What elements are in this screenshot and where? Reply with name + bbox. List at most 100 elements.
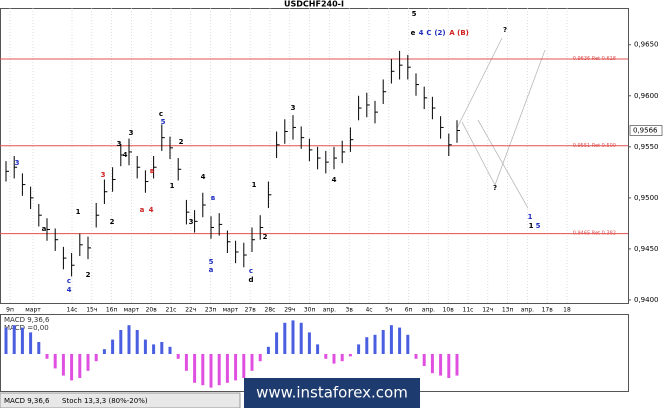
macd-bar: [86, 354, 90, 371]
macd-bar: [422, 354, 426, 366]
tab[interactable]: MACD 9,36,6: [4, 397, 50, 405]
wave-label: 1: [76, 208, 81, 216]
x-tick-label: 16п: [106, 307, 118, 314]
macd-bar: [439, 354, 443, 376]
last-price-box: [629, 125, 663, 136]
macd-bar: [127, 325, 131, 354]
macd-bar: [20, 327, 24, 354]
projection-lines: [456, 37, 546, 209]
wave-label: 4: [123, 151, 128, 159]
macd-bar: [135, 330, 139, 354]
wave-label: 2: [179, 138, 184, 146]
wave-label: (2): [434, 29, 445, 37]
plot-layer: 9п март 14с 15ч 16п март 20в 21с 22ч 23п март 27в 28…: [0, 8, 663, 388]
macd-bar: [373, 334, 377, 354]
x-tick-label: 28с: [265, 307, 276, 314]
projection-line: [456, 37, 503, 129]
wave-label: 3: [101, 171, 106, 179]
indicator-value: MACD =0,00: [4, 324, 49, 332]
retracement-label: 0.9551 Ret 0.500: [573, 143, 616, 149]
macd-bar: [78, 354, 82, 378]
macd-bar: [447, 354, 451, 378]
macd-bar: [340, 354, 344, 362]
x-tick-label: апр.: [422, 307, 435, 314]
wave-label: 4: [149, 206, 154, 214]
macd-bar: [389, 325, 393, 354]
macd-bar: [37, 342, 41, 354]
macd-bar: [275, 332, 279, 354]
wave-label: 1: [529, 222, 534, 230]
macd-bar: [143, 339, 147, 354]
macd-bar: [201, 354, 205, 386]
macd-bar: [357, 344, 361, 354]
macd-bar: [152, 344, 156, 354]
tab-bar: [0, 392, 241, 408]
wave-label: 5: [536, 222, 541, 230]
macd-bar: [94, 354, 98, 362]
wave-label: 1: [252, 181, 257, 189]
macd-bar: [193, 354, 197, 383]
tab[interactable]: Stoch 13,3,3 (80%-20%): [62, 397, 148, 405]
wave-label: 4: [201, 173, 206, 181]
macd-bar: [53, 354, 57, 369]
macd-bar: [160, 342, 164, 354]
x-tick-label: апр.: [521, 307, 534, 314]
x-tick-label: 30п: [304, 307, 316, 314]
macd-bar: [348, 354, 352, 357]
x-tick-label: 21с: [166, 307, 177, 314]
macd-bar: [4, 327, 8, 354]
wave-label: 3: [117, 140, 122, 148]
y-tick-label: 0,9400: [634, 296, 659, 304]
projection-line: [461, 121, 496, 186]
retracement-label: 0.9465 Ret 0.382: [573, 231, 616, 237]
x-tick-label: 3в: [346, 307, 354, 314]
macd-bar: [398, 327, 402, 354]
wave-label: с: [249, 267, 253, 275]
macd-bar: [307, 332, 311, 354]
macd-bar: [111, 339, 115, 354]
macd-bar: [332, 354, 336, 364]
chart-title: USDCHF240-I: [284, 0, 344, 9]
macd-bar: [365, 337, 369, 354]
x-tick-label: март: [25, 307, 41, 314]
macd-bar: [455, 354, 459, 376]
macd-bar: [168, 346, 172, 354]
macd-bar: [209, 354, 213, 388]
wave-label: ?: [503, 26, 507, 34]
macd-bar: [176, 354, 180, 359]
wave-label: С: [426, 29, 431, 37]
last-price-label: 0,9566: [633, 126, 658, 134]
wave-label: 3: [291, 104, 296, 112]
macd-bar: [61, 354, 65, 376]
watermark: www.instaforex.com: [256, 384, 408, 402]
macd-bar: [119, 330, 123, 354]
y-tick-label: 0,9500: [634, 194, 659, 202]
macd-bar: [45, 354, 49, 359]
x-tick-label: 29ч: [284, 307, 295, 314]
watermark-banner: [244, 378, 420, 408]
macd-bar: [102, 349, 106, 354]
x-tick-label: март: [124, 307, 140, 314]
macd-bar: [225, 354, 229, 383]
wave-label: 2: [263, 233, 268, 241]
wave-label: 5: [161, 118, 166, 126]
macd-bar: [324, 354, 328, 359]
macd-bar: [184, 354, 188, 371]
indicator-title: MACD 9,36,6: [4, 316, 50, 324]
wave-label: 5: [412, 10, 417, 18]
wave-label: 2: [110, 218, 115, 226]
macd-bar: [234, 354, 238, 381]
wave-label: 2: [86, 271, 91, 279]
main-frame: [0, 8, 629, 304]
wave-label: А: [449, 29, 455, 37]
wave-label: в: [211, 194, 216, 202]
macd-bar: [430, 354, 434, 374]
projection-line: [477, 119, 529, 209]
x-tick-label: 5ч: [385, 307, 392, 314]
wave-label: а: [140, 206, 145, 214]
wave-label: 1: [528, 213, 533, 221]
y-tick-label: 0,9600: [634, 92, 659, 100]
x-tick-label: 22ч: [185, 307, 196, 314]
wave-label: 4: [332, 176, 337, 184]
macd-bar: [283, 322, 287, 354]
